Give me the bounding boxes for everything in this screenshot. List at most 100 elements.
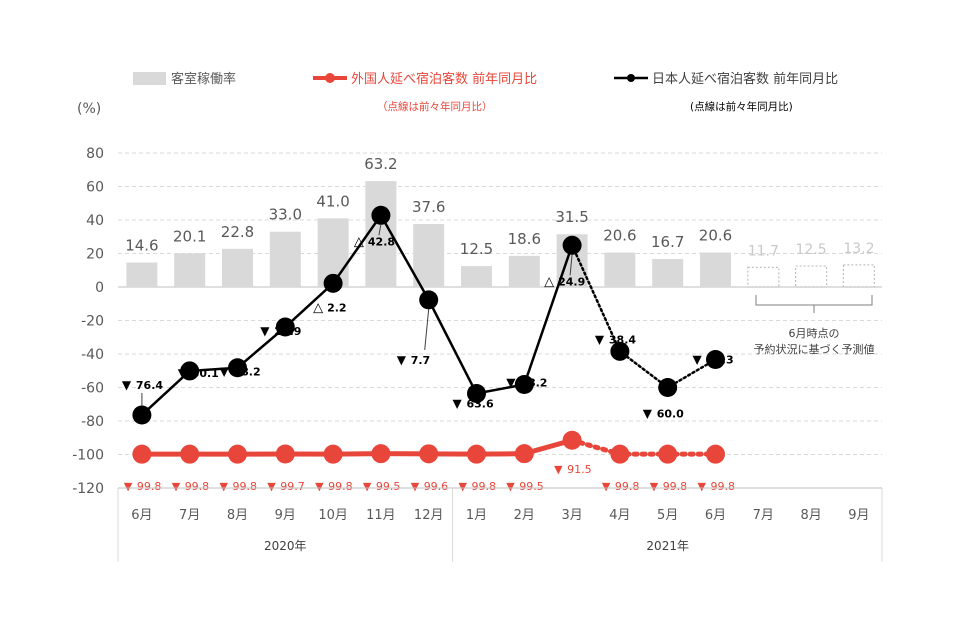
- foreign-value-label: 99.5: [519, 480, 544, 493]
- bar-value-label: 11.7: [748, 243, 779, 259]
- x-tick-label: 9月: [848, 508, 869, 523]
- japanese-point: [228, 358, 247, 378]
- japanese-value-label: 23.9: [274, 325, 301, 338]
- foreign-point: [275, 444, 295, 464]
- japanese-value-label: 48.2: [234, 366, 261, 379]
- foreign-point: [180, 444, 200, 464]
- bar-value-label: 20.1: [173, 227, 206, 245]
- x-tick-label: 10月: [318, 508, 348, 523]
- japanese-point: [419, 290, 439, 310]
- x-tick-label: 5月: [657, 508, 678, 523]
- bar: [461, 266, 492, 287]
- bar-forecast: [842, 264, 876, 288]
- foreign-value-label: 91.5: [567, 463, 592, 476]
- forecast-note-line1: 6月時点の: [789, 327, 840, 340]
- bar-value-label: 37.6: [412, 198, 445, 216]
- bar: [222, 248, 253, 287]
- bar-value-label: 31.5: [555, 208, 588, 226]
- japanese-marker: ▼: [453, 397, 463, 411]
- japanese-marker: ▼: [178, 366, 188, 380]
- y-tick-label: -100: [72, 448, 104, 464]
- japanese-marker: ▼: [122, 378, 132, 392]
- foreign-point: [562, 430, 582, 450]
- foreign-point: [371, 444, 391, 464]
- japanese-point: [371, 205, 391, 225]
- foreign-marker: ▼: [602, 480, 611, 493]
- japanese-marker: ▼: [220, 365, 230, 379]
- japanese-point: [706, 350, 725, 370]
- foreign-point: [706, 444, 725, 464]
- foreign-marker: ▼: [220, 480, 229, 493]
- bar: [700, 252, 731, 287]
- foreign-point: [323, 444, 343, 464]
- bar-value-label: 63.2: [364, 155, 397, 173]
- foreign-value-label: 99.8: [233, 480, 258, 493]
- year-label: 2021年: [646, 539, 689, 553]
- japanese-value-label: 42.8: [368, 235, 395, 248]
- foreign-point: [658, 444, 678, 464]
- y-tick-label: -40: [81, 347, 104, 363]
- foreign-value-label: 99.7: [280, 480, 305, 493]
- bar-value-label: 41.0: [316, 192, 349, 210]
- y-tick-label: 80: [86, 146, 104, 162]
- foreign-point: [228, 444, 247, 464]
- y-tick-label: 40: [86, 213, 104, 229]
- japanese-value-label: 24.9: [558, 275, 585, 288]
- forecast-note-line2: 予約状況に基づく予測値: [754, 342, 875, 356]
- x-tick-label: 7月: [179, 508, 200, 523]
- japanese-marker: ▼: [506, 375, 516, 389]
- x-tick-label: 6月: [131, 508, 152, 523]
- y-tick-label: -60: [81, 381, 104, 397]
- legend-foreign-label: 外国人延べ宿泊客数 前年同月比: [351, 71, 537, 87]
- y-tick-label: -120: [72, 481, 104, 497]
- legend-bar-swatch: [133, 72, 166, 85]
- bar-value-label: 12.5: [796, 242, 827, 258]
- bar: [604, 252, 636, 287]
- foreign-marker: ▼: [124, 480, 133, 493]
- japanese-leader: [569, 254, 573, 276]
- bar-forecast: [747, 266, 780, 288]
- y-tick-label: -20: [81, 314, 104, 330]
- bar-value-label: 16.7: [651, 233, 684, 251]
- foreign-marker: ▼: [506, 480, 515, 493]
- bar-value-label: 22.8: [221, 223, 254, 241]
- x-tick-label: 12月: [414, 508, 444, 523]
- japanese-value-label: 43.3: [707, 354, 734, 367]
- bar-series: 14.6 20.1 22.8 33.0 41.0 63.2 37.6 12.5 18.6 31.5…: [125, 155, 876, 288]
- legend-japanese-note: (点線は前々年同月比): [690, 100, 793, 113]
- foreign-line-solid: [141, 437, 573, 457]
- japanese-marker: △: [354, 234, 364, 249]
- foreign-marker: ▼: [554, 463, 563, 476]
- foreign-marker: ▼: [411, 480, 420, 493]
- bar: [413, 224, 445, 287]
- x-tick-label: 6月: [705, 508, 726, 523]
- foreign-value-label: 99.8: [472, 480, 497, 493]
- japanese-marker: ▼: [595, 332, 605, 346]
- bar: [269, 231, 301, 287]
- y-axis: (%) 80 60 40 20 0 -20 -40 -60 -80 -100 -120: [72, 101, 104, 497]
- legend-foreign-marker: [325, 73, 335, 83]
- foreign-value-label: 99.8: [711, 480, 736, 493]
- foreign-point: [610, 444, 630, 464]
- japanese-value-label: 58.2: [520, 376, 547, 389]
- y-tick-label: 60: [86, 180, 104, 196]
- forecast-note: 6月時点の 予約状況に基づく予測値: [754, 295, 875, 356]
- bar-value-label: 18.6: [508, 230, 541, 248]
- gridlines: [118, 152, 882, 489]
- bar: [174, 253, 206, 287]
- foreign-value-label: 99.8: [615, 480, 640, 493]
- bar-value-label: 12.5: [460, 240, 493, 258]
- japanese-point: [132, 405, 152, 425]
- japanese-marker: △: [544, 274, 554, 289]
- y-tick-label: -80: [81, 414, 104, 430]
- bar-value-label: 14.6: [125, 237, 158, 255]
- foreign-point: [514, 444, 534, 464]
- bar-value-label: 33.0: [269, 206, 302, 224]
- foreign-marker: ▼: [363, 480, 372, 493]
- japanese-point: [658, 378, 678, 397]
- foreign-point: [419, 444, 439, 464]
- bar-forecast: [794, 265, 828, 288]
- x-tick-label: 8月: [227, 508, 248, 523]
- foreign-point: [132, 444, 152, 464]
- japanese-value-label: 60.0: [657, 408, 684, 421]
